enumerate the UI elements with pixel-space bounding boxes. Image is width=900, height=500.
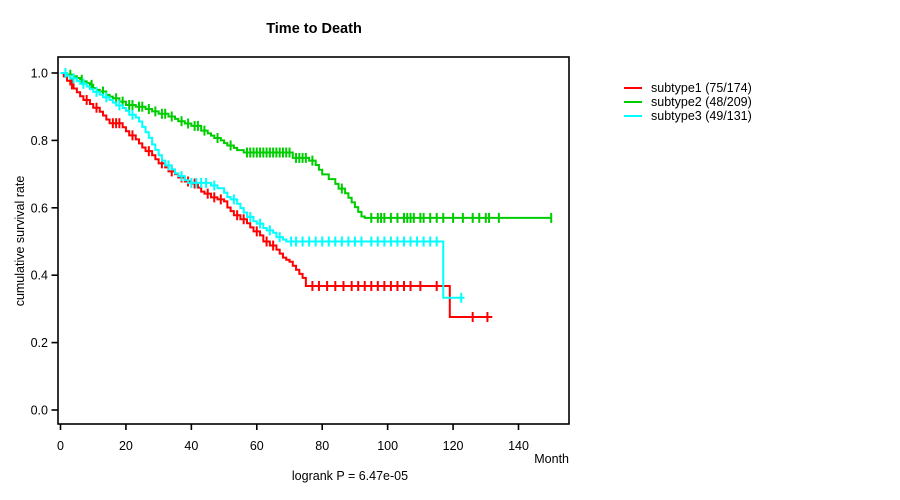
x-tick-label: 140 xyxy=(508,439,529,453)
x-tick-label: 20 xyxy=(119,439,133,453)
curve-subtype3 xyxy=(60,72,465,299)
y-tick-label: 1.0 xyxy=(31,67,48,81)
legend-label: subtype3 (49/131) xyxy=(651,109,752,123)
y-tick-label: 0.4 xyxy=(31,269,48,283)
x-tick-label: 80 xyxy=(315,439,329,453)
y-tick-label: 0.6 xyxy=(31,201,48,215)
x-tick-label: 120 xyxy=(443,439,464,453)
y-tick-label: 0.0 xyxy=(31,404,48,418)
x-tick-label: 60 xyxy=(250,439,264,453)
legend-line-swatch-red xyxy=(624,86,642,90)
logrank-pvalue-annotation: logrank P = 6.47e-05 xyxy=(291,469,409,483)
x-tick-label: 0 xyxy=(57,439,64,453)
curve-subtype2 xyxy=(60,72,552,219)
legend-label: subtype2 (48/209) xyxy=(651,95,752,109)
y-tick-label: 0.2 xyxy=(31,336,48,350)
legend-item-subtype1: subtype1 (75/174) xyxy=(624,81,752,95)
plot-box xyxy=(57,56,570,425)
y-tick-label: 0.8 xyxy=(31,134,48,148)
legend-item-subtype2: subtype2 (48/209) xyxy=(624,95,752,109)
legend-item-subtype3: subtype3 (49/131) xyxy=(624,109,752,123)
legend-label: subtype1 (75/174) xyxy=(651,81,752,95)
legend-line-swatch-green xyxy=(624,100,642,104)
legend: subtype1 (75/174) subtype2 (48/209) subt… xyxy=(624,81,752,123)
x-tick-label: 100 xyxy=(377,439,398,453)
x-tick-label: 40 xyxy=(184,439,198,453)
chart-title: Time to Death xyxy=(266,21,362,37)
y-axis-label: cumulative survival rate xyxy=(13,175,27,307)
legend-line-swatch-cyan xyxy=(624,114,642,118)
x-axis-label: Month xyxy=(534,452,569,466)
